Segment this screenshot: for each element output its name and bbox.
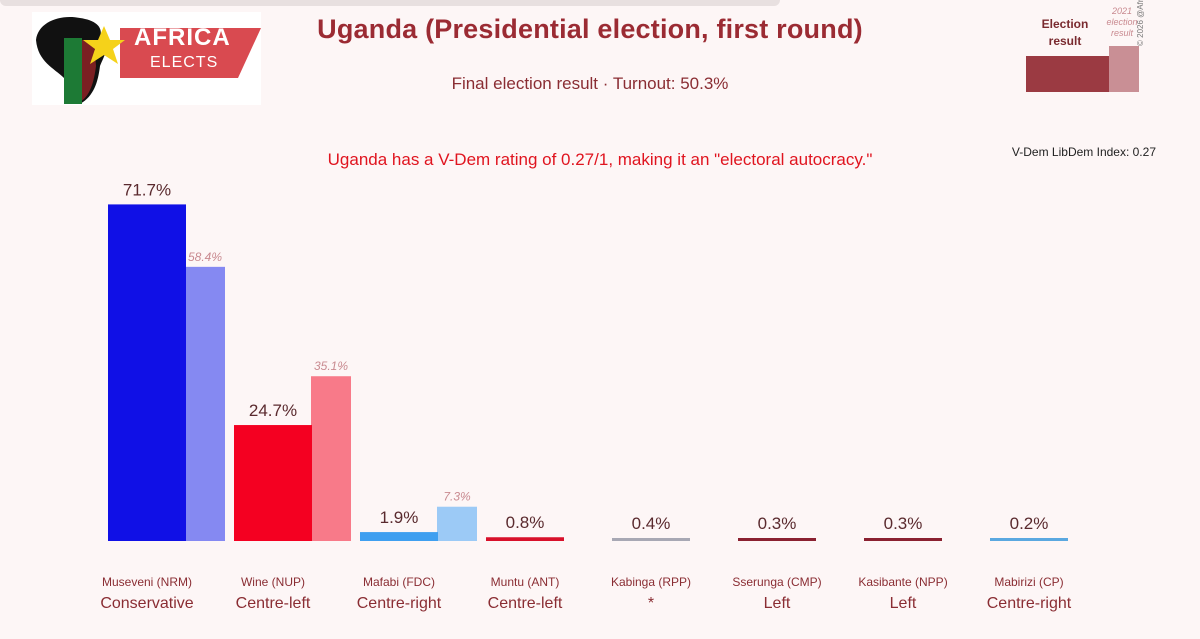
ideology-label-5: Left (763, 595, 791, 612)
ideology-label-3: Centre-left (487, 595, 563, 612)
bar-result-label-5: 0.3% (758, 514, 797, 533)
bar-result-label-7: 0.2% (1010, 514, 1049, 533)
candidate-label-1: Wine (NUP) (240, 575, 305, 589)
bar-result-label-6: 0.3% (884, 514, 923, 533)
legend-previous-label: 2021 election result (1106, 6, 1138, 38)
logo-text-africa: AFRICA (134, 24, 231, 51)
candidate-label-2: Mafabi (FDC) (362, 575, 435, 589)
bar-result-1 (234, 425, 312, 541)
ideology-label-2: Centre-right (356, 595, 442, 612)
candidate-label-6: Kasibante (NPP) (858, 575, 948, 589)
bar-result-6 (864, 538, 942, 541)
bar-2021-label-0: 58.4% (188, 250, 222, 264)
bar-result-label-0: 71.7% (123, 180, 171, 199)
bar-result-label-2: 1.9% (380, 508, 419, 527)
ideology-label-1: Centre-left (235, 595, 311, 612)
bar-result-2 (360, 532, 438, 541)
chart-title: Uganda (Presidential election, first rou… (317, 14, 863, 44)
bar-2021-2 (437, 506, 477, 541)
vdem-index: V-Dem LibDem Index: 0.27 (1011, 145, 1156, 159)
ideology-label-6: Left (889, 595, 917, 612)
candidate-label-7: Mabirizi (CP) (994, 575, 1064, 589)
bar-result-0 (108, 204, 186, 542)
bar-result-label-4: 0.4% (632, 514, 671, 533)
bar-2021-label-1: 35.1% (314, 359, 348, 373)
ideology-label-4: * (647, 595, 655, 612)
legend-previous-swatch (1109, 46, 1139, 92)
vdem-note: Uganda has a V-Dem rating of 0.27/1, mak… (327, 150, 873, 169)
candidate-label-3: Muntu (ANT) (490, 575, 560, 589)
legend: Election result 2021 election result © 2… (1020, 0, 1160, 98)
bar-result-3 (486, 537, 564, 541)
bar-result-4 (612, 538, 690, 541)
bar-result-label-3: 0.8% (506, 513, 545, 532)
bar-2021-0 (185, 266, 225, 541)
bar-result-5 (738, 538, 816, 541)
bar-result-label-1: 24.7% (249, 401, 297, 420)
bar-result-7 (990, 538, 1068, 541)
logo-text-elects: ELECTS (150, 54, 219, 71)
africa-map-logo-icon (36, 16, 261, 105)
candidate-label-0: Museveni (NRM) (101, 575, 192, 589)
africa-elects-logo: AFRICA ELECTS (32, 12, 261, 105)
bar-2021-1 (311, 376, 351, 541)
top-strip (0, 0, 780, 6)
legend-current-swatch (1026, 56, 1109, 92)
legend-current-label: Election result (1041, 17, 1089, 48)
candidate-label-4: Kabinga (RPP) (610, 575, 692, 589)
ideology-label-7: Centre-right (986, 595, 1072, 612)
chart-subtitle: Final election result · Turnout: 50.3% (451, 74, 729, 93)
candidate-label-5: Sserunga (CMP) (732, 575, 822, 589)
bar-2021-label-2: 7.3% (443, 490, 471, 504)
ideology-label-0: Conservative (100, 595, 194, 612)
